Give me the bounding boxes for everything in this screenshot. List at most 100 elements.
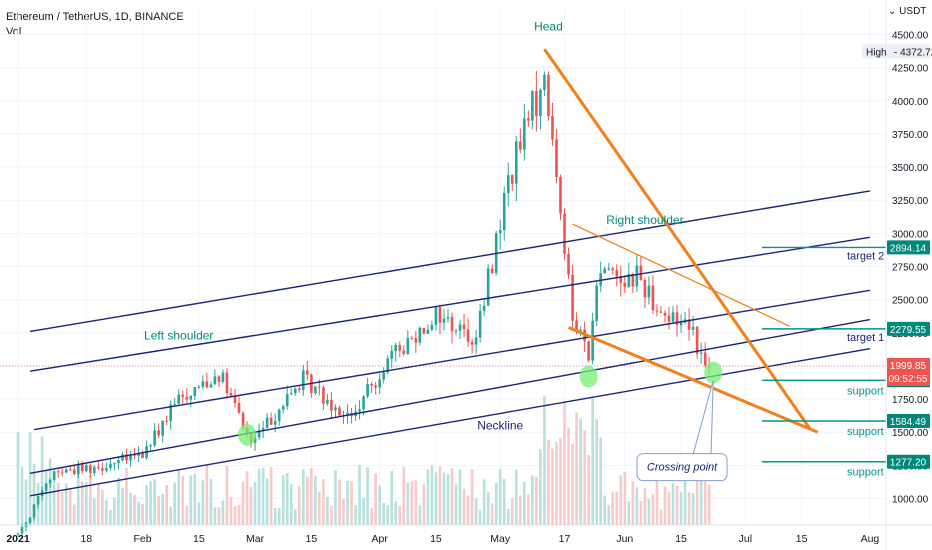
volume-bar — [113, 497, 116, 525]
y-tick-label: 1000.00 — [892, 494, 929, 505]
channel-line — [29, 318, 871, 474]
volume-bar — [414, 480, 418, 525]
volume-bar — [76, 468, 80, 525]
highlight-marker — [579, 365, 598, 388]
candle-body — [209, 384, 213, 388]
volume-bar — [64, 483, 68, 525]
volume-bar — [679, 491, 683, 525]
volume-bar — [523, 481, 526, 525]
volume-bar — [173, 482, 177, 525]
volume-bar — [277, 507, 281, 525]
candle-body — [531, 91, 534, 121]
volume-bar — [125, 467, 128, 525]
volume-bar — [643, 488, 647, 525]
volume-bar — [60, 492, 64, 525]
currency-selector[interactable]: ⌄ USDT — [888, 6, 926, 17]
volume-bar — [494, 483, 498, 525]
volume-bar — [422, 484, 426, 525]
channel-line — [29, 348, 871, 497]
candle-body — [169, 404, 173, 422]
x-tick-label: 17 — [559, 533, 571, 545]
candle-body — [265, 417, 269, 429]
candle-body — [221, 372, 225, 382]
candle-body — [257, 430, 261, 438]
candle-body — [394, 344, 398, 352]
candle-body — [16, 533, 20, 535]
volume-bar — [386, 505, 390, 525]
volume-bar — [342, 498, 345, 525]
candle-body — [398, 344, 402, 351]
candle-body — [85, 465, 88, 472]
volume-bar — [390, 470, 394, 525]
volume-bar — [691, 493, 695, 525]
volume-bar — [619, 475, 623, 525]
x-tick-label: 15 — [193, 533, 205, 545]
volume-bar — [205, 465, 209, 525]
candle-body — [97, 467, 100, 469]
candle-body — [699, 352, 703, 354]
volume-bar — [631, 481, 635, 525]
candle-body — [289, 393, 293, 395]
candle-body — [474, 337, 478, 345]
candle-body — [519, 141, 522, 150]
volume-bar — [663, 486, 667, 525]
volume-bar — [257, 468, 261, 525]
candle-body — [539, 89, 542, 116]
volume-bar — [611, 492, 615, 525]
candle-body — [571, 274, 574, 321]
candle-body — [422, 327, 426, 334]
volume-bar — [539, 449, 542, 525]
volume-bar — [695, 472, 699, 525]
candle-body — [418, 327, 422, 343]
candle-body — [671, 312, 675, 322]
candle-body — [555, 139, 558, 178]
volume-bar — [177, 469, 181, 525]
candle-body — [390, 351, 394, 359]
candle-body — [32, 504, 36, 518]
volume-bar — [72, 504, 76, 525]
volume-bar — [510, 498, 514, 525]
volume-bar — [402, 466, 406, 525]
volume-bar — [595, 419, 598, 525]
volume-bar — [93, 498, 96, 525]
volume-bar — [229, 497, 233, 525]
candle-body — [306, 370, 309, 375]
volume-bar — [430, 465, 434, 525]
candle-body — [109, 463, 112, 469]
annotation-label: Head — [534, 20, 563, 34]
volume-bar — [129, 492, 132, 525]
volume-bar — [502, 478, 506, 525]
currency-label: USDT — [899, 6, 927, 17]
candle-body — [470, 341, 474, 345]
trend-line — [572, 223, 790, 327]
candle-body — [322, 387, 325, 404]
candle-body — [679, 322, 683, 326]
volume-bar — [105, 500, 108, 525]
candle-body — [563, 213, 566, 254]
candle-body — [28, 517, 32, 523]
volume-bar — [647, 498, 651, 525]
volume-bar — [482, 479, 486, 525]
candle-body — [105, 468, 108, 471]
volume-bar — [197, 502, 201, 525]
candle-body — [607, 268, 611, 270]
candle-body — [366, 383, 369, 397]
highlight-marker — [238, 423, 257, 446]
candle-body — [189, 395, 193, 400]
volume-bar — [519, 495, 522, 525]
candle-body — [547, 74, 550, 116]
y-tick-label: 3250.00 — [892, 196, 929, 207]
candle-body — [362, 396, 365, 410]
channel-line — [29, 236, 871, 372]
bar-countdown: 09:52:55 — [889, 374, 928, 385]
volume-bar — [635, 487, 639, 525]
volume-bar — [627, 501, 631, 525]
candle-body — [237, 402, 241, 413]
candle-body — [93, 467, 96, 473]
candle-body — [639, 265, 643, 281]
x-tick-label: 15 — [430, 533, 442, 545]
candle-body — [543, 74, 546, 90]
candle-body — [382, 372, 385, 380]
candle-body — [297, 388, 301, 390]
